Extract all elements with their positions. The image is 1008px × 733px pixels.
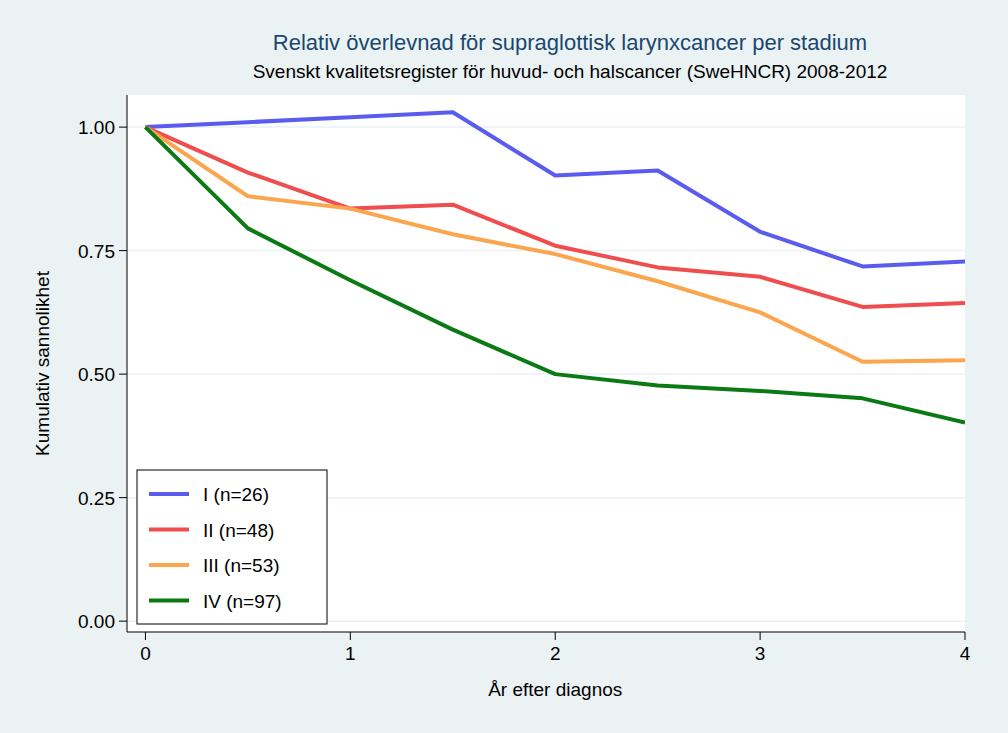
series-line xyxy=(145,127,965,307)
legend-label: I (n=26) xyxy=(203,484,269,505)
y-tick-label: 0.25 xyxy=(78,488,115,509)
x-tick xyxy=(145,632,146,640)
x-axis xyxy=(127,632,965,633)
y-tick xyxy=(119,250,127,251)
series-line xyxy=(145,127,965,422)
y-tick-label: 0.50 xyxy=(78,364,115,385)
grid-line xyxy=(127,126,965,128)
background xyxy=(0,0,1008,733)
chart: Relativ överlevnad för supraglottisk lar… xyxy=(0,0,1008,733)
y-tick-label: 1.00 xyxy=(78,117,115,138)
x-axis-label: År efter diagnos xyxy=(488,679,622,700)
y-tick-label: 0.00 xyxy=(78,611,115,632)
legend-swatch xyxy=(149,563,189,567)
y-tick xyxy=(119,621,127,622)
y-tick-label: 0.75 xyxy=(78,241,115,262)
grid-line xyxy=(127,373,965,375)
x-tick xyxy=(760,632,761,640)
series-line xyxy=(145,127,965,362)
x-tick xyxy=(555,632,556,640)
legend-label: III (n=53) xyxy=(203,555,280,576)
x-tick xyxy=(350,632,351,640)
legend-swatch xyxy=(149,528,189,532)
legend-swatch xyxy=(149,599,189,603)
series-line xyxy=(145,112,965,266)
plot-area xyxy=(127,95,965,632)
x-tick-label: 0 xyxy=(140,643,151,664)
x-tick-label: 2 xyxy=(550,643,561,664)
title: Relativ överlevnad för supraglottisk lar… xyxy=(273,30,867,55)
y-axis-label: Kumulativ sannolikhet xyxy=(32,270,53,456)
x-tick-label: 3 xyxy=(755,643,766,664)
y-tick xyxy=(119,127,127,128)
series-group xyxy=(145,112,965,422)
x-tick-label: 1 xyxy=(345,643,356,664)
y-tick xyxy=(119,497,127,498)
legend-swatch xyxy=(149,492,189,496)
x-tick xyxy=(965,632,966,640)
legend-box xyxy=(137,470,327,624)
subtitle: Svenskt kvalitetsregister för huvud- och… xyxy=(253,61,888,82)
x-tick-label: 4 xyxy=(960,643,971,664)
legend: I (n=26) II (n=48) III (n=53) IV (n=97) xyxy=(137,470,327,624)
y-axis xyxy=(127,95,128,632)
legend-label: II (n=48) xyxy=(203,520,274,541)
y-tick xyxy=(119,374,127,375)
legend-label: IV (n=97) xyxy=(203,591,282,612)
